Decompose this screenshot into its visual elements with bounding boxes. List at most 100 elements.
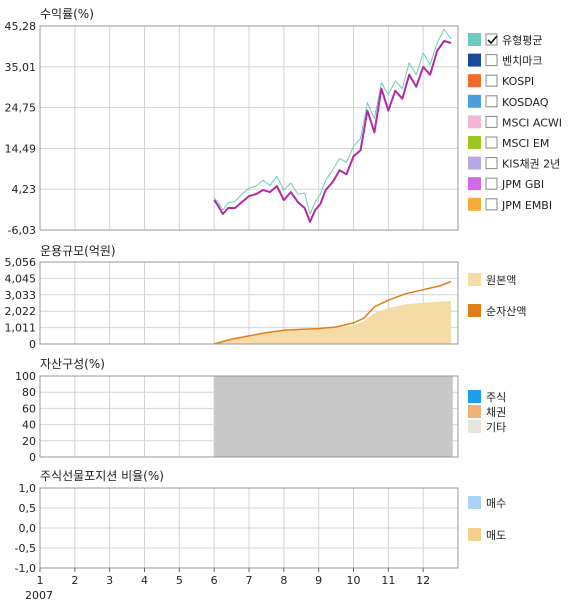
y-tick-label: 4,23 xyxy=(12,183,37,196)
x-tick-label: 3 xyxy=(106,574,113,587)
y-tick-label: 0,0 xyxy=(19,522,37,535)
legend-swatch xyxy=(468,390,481,403)
legend-label: KIS채권 2년 xyxy=(502,158,560,171)
legend-item: KIS채권 2년 xyxy=(468,156,560,171)
other-allocation-area xyxy=(214,376,453,457)
x-tick-label: 6 xyxy=(211,574,218,587)
legend-checkbox xyxy=(485,33,498,46)
legend-label: JPM EMBI xyxy=(501,199,552,212)
y-tick-label: 20 xyxy=(22,435,36,448)
legend-item: 원본액 xyxy=(468,273,516,287)
legend-swatch xyxy=(468,136,481,149)
legend-checkbox xyxy=(485,177,498,190)
y-tick-label: 24,75 xyxy=(5,102,37,115)
legend-label: 매수 xyxy=(486,497,506,510)
plot-frame xyxy=(39,25,459,231)
legend-swatch xyxy=(468,273,481,286)
legend-item: 순자산액 xyxy=(468,304,526,318)
x-tick-label: 1 xyxy=(37,574,44,587)
legend-label: 기타 xyxy=(486,421,506,434)
chart-title-returns: 수익률(%) xyxy=(40,7,94,21)
x-tick-label: 5 xyxy=(176,574,183,587)
chart-title-allocation: 자산구성(%) xyxy=(40,357,105,371)
x-tick-label: 10 xyxy=(347,574,361,587)
legend-swatch xyxy=(468,115,481,129)
legend-swatch xyxy=(468,33,481,46)
legend-label: 벤치마크 xyxy=(502,55,542,68)
legend-swatch xyxy=(468,405,481,418)
legend-item: 벤치마크 xyxy=(468,53,542,68)
legend-item: KOSPI xyxy=(468,74,534,88)
y-tick-label: -0,5 xyxy=(15,542,36,555)
legend-item: 유형평균 xyxy=(468,33,542,47)
legend-label: JPM GBI xyxy=(501,178,544,191)
legend-label: KOSPI xyxy=(502,75,534,88)
chart-returns: 수익률(%)45,28 35,01 24,75 14,49 4,23 -6,03 유형평균벤… xyxy=(5,7,563,237)
chart-title-aum: 운용규모(억원) xyxy=(40,244,116,258)
legend-label: KOSDAQ xyxy=(502,96,549,109)
legend-label: 순자산액 xyxy=(486,305,526,318)
legend-swatch xyxy=(468,74,481,88)
legend-swatch xyxy=(468,528,481,541)
y-tick-label: 40 xyxy=(22,419,36,432)
legend-item: 매수 xyxy=(468,496,506,510)
y-tick-label: 100 xyxy=(15,370,36,383)
legend-swatch xyxy=(468,420,481,433)
chart-aum: 운용규모(억원)5,056 4,045 3,033 2,022 1,011 0 원본액순자산… xyxy=(5,244,527,351)
principal-area xyxy=(214,301,451,344)
x-axis-year-label: 2007 xyxy=(25,589,53,602)
x-tick-label: 7 xyxy=(246,574,253,587)
legend-checkbox xyxy=(485,198,498,211)
legend-label: 주식 xyxy=(486,391,506,404)
legend-checkbox xyxy=(485,157,498,170)
x-tick-label: 9 xyxy=(315,574,322,587)
y-tick-label: 5,056 xyxy=(5,256,37,269)
legend-item: MSCI EM xyxy=(468,136,549,150)
legend-item: 채권 xyxy=(468,405,506,419)
x-tick-label: 8 xyxy=(280,574,287,587)
x-tick-label: 2 xyxy=(71,574,78,587)
chart-title-futures: 주식선물포지션 비율(%) xyxy=(40,469,164,483)
legend-label: 원본액 xyxy=(486,274,516,287)
legend-item: 주식 xyxy=(468,390,506,404)
legend-label: MSCI EM xyxy=(502,137,549,150)
y-tick-label: 60 xyxy=(22,402,36,415)
legend-swatch xyxy=(468,53,481,67)
legend-checkbox xyxy=(485,115,498,128)
legend-swatch xyxy=(468,197,481,211)
x-tick-label: 11 xyxy=(381,574,395,587)
y-tick-label: 80 xyxy=(22,386,36,399)
x-tick-label: 12 xyxy=(416,574,430,587)
legend-label: 채권 xyxy=(486,406,506,419)
legend-swatch xyxy=(468,177,481,191)
y-tick-label: 2,022 xyxy=(5,305,37,318)
plot-frame xyxy=(39,375,459,458)
y-tick-label: -6,03 xyxy=(8,224,36,237)
x-tick-label: 4 xyxy=(141,574,148,587)
legend-swatch xyxy=(468,304,481,317)
y-tick-label: 4,045 xyxy=(5,272,37,285)
legend-checkbox xyxy=(485,74,498,87)
plot-frame xyxy=(39,261,459,345)
legend-item: JPM GBI xyxy=(468,177,544,191)
y-tick-label: 0,5 xyxy=(19,502,37,515)
legend-checkbox xyxy=(485,136,498,149)
legend-item: KOSDAQ xyxy=(468,94,549,109)
y-tick-label: 1,0 xyxy=(19,482,37,495)
legend-item: JPM EMBI xyxy=(468,197,552,212)
fund-return-line xyxy=(213,40,452,223)
y-tick-label: 0 xyxy=(29,451,36,464)
legend-swatch xyxy=(468,156,481,170)
legend-checkbox xyxy=(485,95,498,108)
y-tick-label: -1,0 xyxy=(15,562,36,575)
legend-swatch xyxy=(468,94,481,108)
y-tick-label: 45,28 xyxy=(5,20,37,33)
legend-item: 기타 xyxy=(468,420,506,434)
